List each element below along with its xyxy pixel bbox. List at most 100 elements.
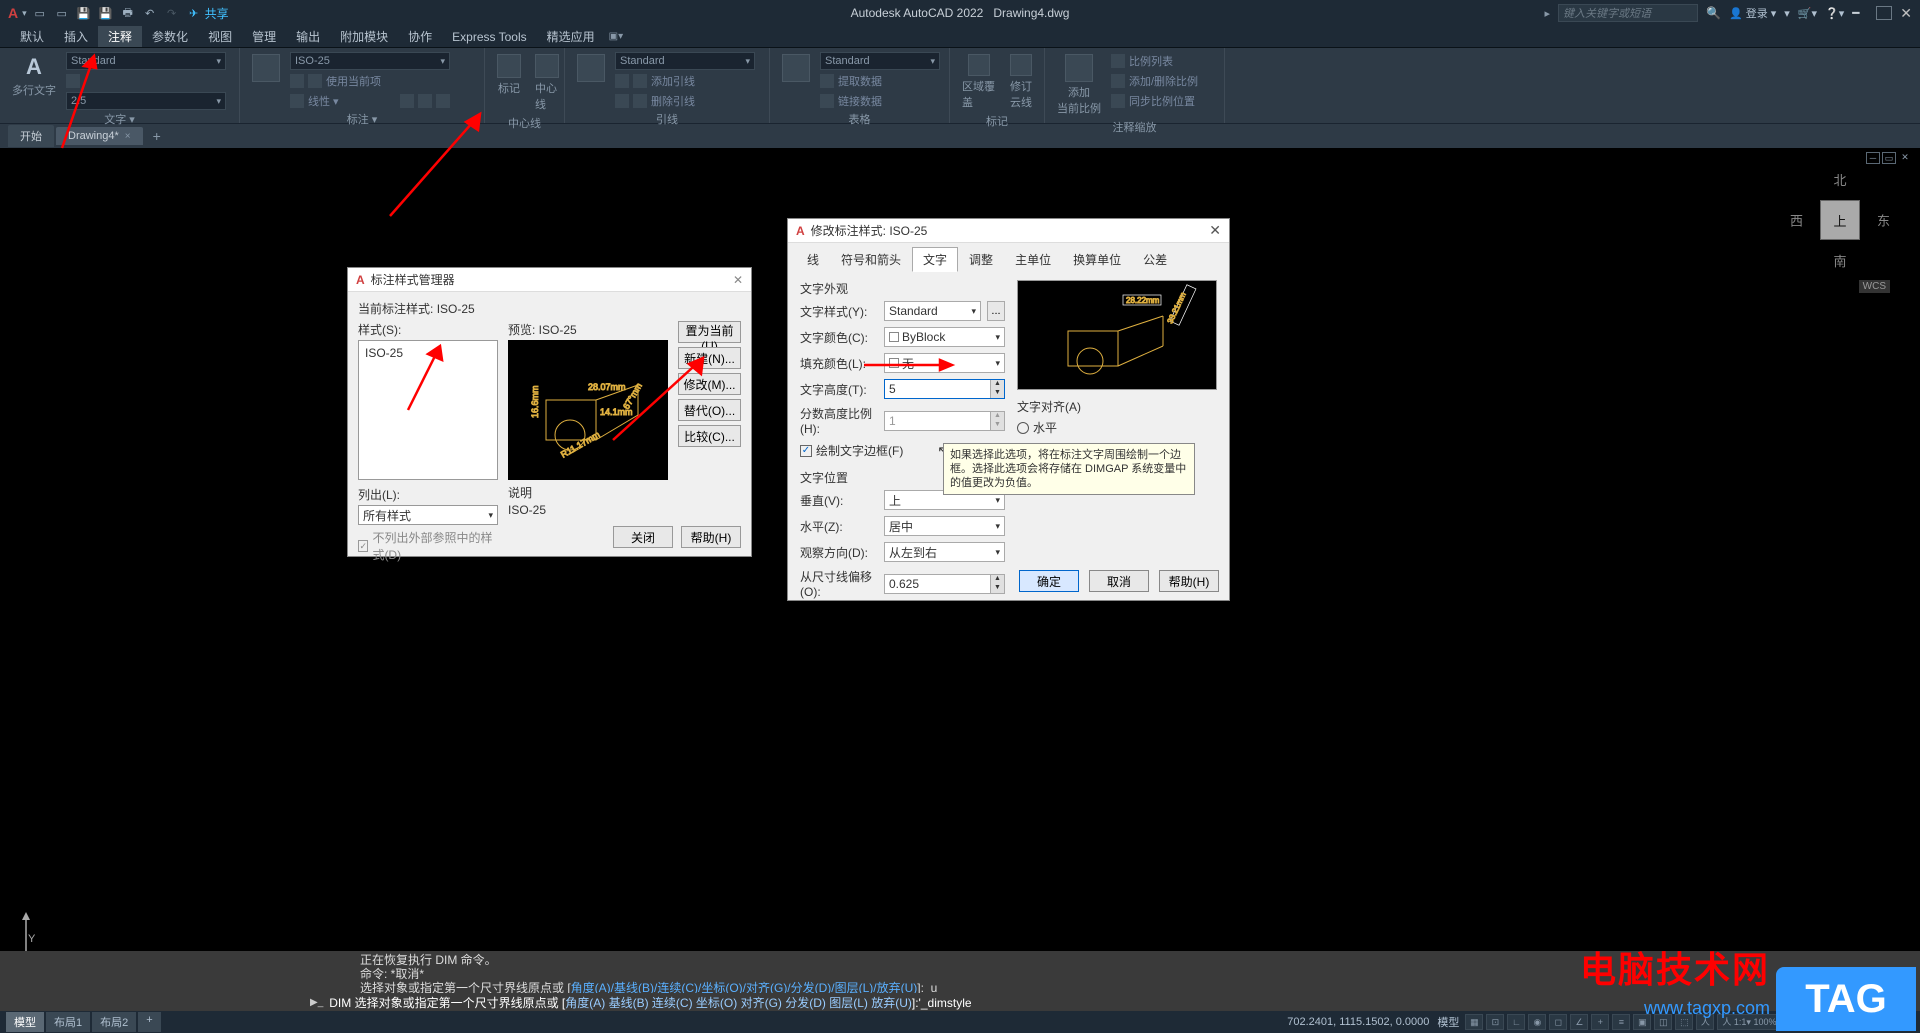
stab-add[interactable]: + <box>138 1012 160 1032</box>
multileader-button[interactable] <box>573 52 609 84</box>
cart-icon[interactable]: 🛒▾ <box>1798 7 1817 20</box>
dlg2-tab-line[interactable]: 线 <box>796 247 830 272</box>
dim-style-combo[interactable]: ISO-25 <box>290 52 450 70</box>
dlg1-new-button[interactable]: 新建(N)... <box>678 347 741 369</box>
help-icon[interactable]: ❔▾ <box>1825 7 1844 20</box>
toggle-grid-icon[interactable]: ▦ <box>1465 1014 1483 1030</box>
dlg2-fracheight-spinner[interactable]: 1▲▼ <box>884 411 1005 431</box>
search-icon[interactable]: 🔍 <box>1706 6 1721 20</box>
dimension-button[interactable] <box>248 52 284 84</box>
new-icon[interactable]: ▭ <box>31 4 49 22</box>
panel-title-table[interactable]: 表格 <box>778 110 941 128</box>
search-input[interactable]: 键入关键字或短语 <box>1558 4 1698 22</box>
dlg2-cancel-button[interactable]: 取消 <box>1089 570 1149 592</box>
saveas-icon[interactable]: 💾 <box>97 4 115 22</box>
stab-layout2[interactable]: 布局2 <box>92 1012 136 1032</box>
center-mark-button[interactable]: 标记 <box>493 52 525 98</box>
viewcube-e[interactable]: 东 <box>1877 211 1890 230</box>
link-data-row[interactable]: 链接数据 <box>820 92 940 110</box>
dlg1-close-btn[interactable]: 关闭 <box>613 526 673 548</box>
viewcube-s[interactable]: 南 <box>1833 251 1846 270</box>
menu-more-icon[interactable]: ▣▾ <box>609 31 623 42</box>
menu-annotate[interactable]: 注释 <box>98 26 142 47</box>
plot-icon[interactable]: 🖶 <box>119 4 137 22</box>
menu-insert[interactable]: 插入 <box>54 26 98 47</box>
share-label[interactable]: 共享 <box>205 5 229 22</box>
viewcube-top[interactable]: 上 <box>1820 200 1860 240</box>
dlg2-tab-primary[interactable]: 主单位 <box>1004 247 1062 272</box>
table-style-combo[interactable]: Standard <box>820 52 940 70</box>
multiline-text-button[interactable]: A多行文字 <box>8 52 60 100</box>
dlg2-close-button[interactable]: ✕ <box>1209 222 1221 239</box>
dlg2-tab-arrows[interactable]: 符号和箭头 <box>830 247 912 272</box>
menu-default[interactable]: 默认 <box>10 26 54 47</box>
dlg2-viewdir-combo[interactable]: 从左到右 <box>884 542 1005 562</box>
wipeout-button[interactable]: 区域覆盖 <box>958 52 1000 112</box>
menu-collab[interactable]: 协作 <box>398 26 442 47</box>
login-button[interactable]: 👤 登录 ▾ <box>1729 5 1776 21</box>
del-leader-row[interactable]: 删除引线 <box>615 92 755 110</box>
dlg1-setcurrent-button[interactable]: 置为当前(U) <box>678 321 741 343</box>
add-tab-button[interactable]: + <box>145 128 169 144</box>
toggle-lwt-icon[interactable]: ≡ <box>1612 1014 1630 1030</box>
status-model[interactable]: 模型 <box>1437 1014 1465 1030</box>
stab-model[interactable]: 模型 <box>6 1012 44 1032</box>
add-del-scale-row[interactable]: 添加/删除比例 <box>1111 72 1198 90</box>
dlg2-fillcolor-combo[interactable]: 无 <box>884 353 1005 373</box>
dlg1-list-combo[interactable]: 所有样式 <box>358 505 498 525</box>
viewcube-n[interactable]: 北 <box>1833 170 1846 189</box>
dlg2-tab-fit[interactable]: 调整 <box>958 247 1004 272</box>
dlg2-tab-tol[interactable]: 公差 <box>1132 247 1178 272</box>
stab-layout1[interactable]: 布局1 <box>46 1012 90 1032</box>
undo-icon[interactable]: ↶ <box>141 4 159 22</box>
text-style-combo[interactable]: Standard <box>66 52 226 70</box>
dlg2-help-button[interactable]: 帮助(H) <box>1159 570 1219 592</box>
viewcube[interactable]: 北 南 东 西 上 WCS <box>1790 170 1890 270</box>
dlg1-override-button[interactable]: 替代(O)... <box>678 399 741 421</box>
dlg1-compare-button[interactable]: 比较(C)... <box>678 425 741 447</box>
menu-addins[interactable]: 附加模块 <box>330 26 398 47</box>
menu-featured[interactable]: 精选应用 <box>537 26 605 47</box>
draw-close-button[interactable]: ✕ <box>1898 152 1912 164</box>
dlg1-close-button[interactable]: ✕ <box>733 273 743 287</box>
dlg2-tab-text[interactable]: 文字 <box>912 247 958 272</box>
dlg2-textstyle-combo[interactable]: Standard <box>884 301 981 321</box>
menu-view[interactable]: 视图 <box>198 26 242 47</box>
use-current-row[interactable]: 使用当前项 <box>290 72 450 90</box>
command-input[interactable]: ▶_ DIM 选择对象或指定第一个尺寸界线原点或 [角度(A) 基线(B) 连续… <box>0 993 1920 1011</box>
add-scale-button[interactable]: 添加 当前比例 <box>1053 52 1105 118</box>
revcloud-button[interactable]: 修订 云线 <box>1006 52 1036 112</box>
menu-manage[interactable]: 管理 <box>242 26 286 47</box>
panel-title-leader[interactable]: 引线 <box>573 110 761 128</box>
titlebar-dropdown-icon[interactable]: ▾ <box>22 8 27 19</box>
tab-start[interactable]: 开始 <box>8 125 54 147</box>
add-leader-row[interactable]: 添加引线 <box>615 72 755 90</box>
menu-express[interactable]: Express Tools <box>442 28 536 46</box>
viewcube-w[interactable]: 西 <box>1790 211 1803 230</box>
leader-style-combo[interactable]: Standard <box>615 52 755 70</box>
toggle-polar-icon[interactable]: ◉ <box>1528 1014 1546 1030</box>
dlg1-modify-button[interactable]: 修改(M)... <box>678 373 741 395</box>
toggle-otrack-icon[interactable]: ∠ <box>1570 1014 1588 1030</box>
open-icon[interactable]: ▭ <box>53 4 71 22</box>
sync-scale-row[interactable]: 同步比例位置 <box>1111 92 1198 110</box>
scale-list-row[interactable]: 比例列表 <box>1111 52 1198 70</box>
toggle-osnap-icon[interactable]: ◻ <box>1549 1014 1567 1030</box>
save-icon[interactable]: 💾 <box>75 4 93 22</box>
dlg2-ok-button[interactable]: 确定 <box>1019 570 1079 592</box>
dlg1-style-item[interactable]: ISO-25 <box>363 345 493 361</box>
tab-drawing4[interactable]: Drawing4*× <box>56 127 143 145</box>
menu-param[interactable]: 参数化 <box>142 26 198 47</box>
dlg2-horiz-combo[interactable]: 居中 <box>884 516 1005 536</box>
menu-output[interactable]: 输出 <box>286 26 330 47</box>
dlg2-offset-spinner[interactable]: 0.625▲▼ <box>884 574 1005 594</box>
dlg2-textheight-spinner[interactable]: 5▲▼ <box>884 379 1005 399</box>
toggle-dyn-icon[interactable]: + <box>1591 1014 1609 1030</box>
centerline-button[interactable]: 中心线 <box>531 52 563 114</box>
dlg1-styles-listbox[interactable]: ISO-25 <box>358 340 498 480</box>
draw-min-button[interactable]: ─ <box>1866 152 1880 164</box>
draw-max-button[interactable]: ▭ <box>1882 152 1896 164</box>
toggle-ortho-icon[interactable]: ∟ <box>1507 1014 1525 1030</box>
panel-title-dim[interactable]: 标注 ▾ <box>248 110 476 128</box>
text-height-combo[interactable]: 2.5 <box>66 92 226 110</box>
